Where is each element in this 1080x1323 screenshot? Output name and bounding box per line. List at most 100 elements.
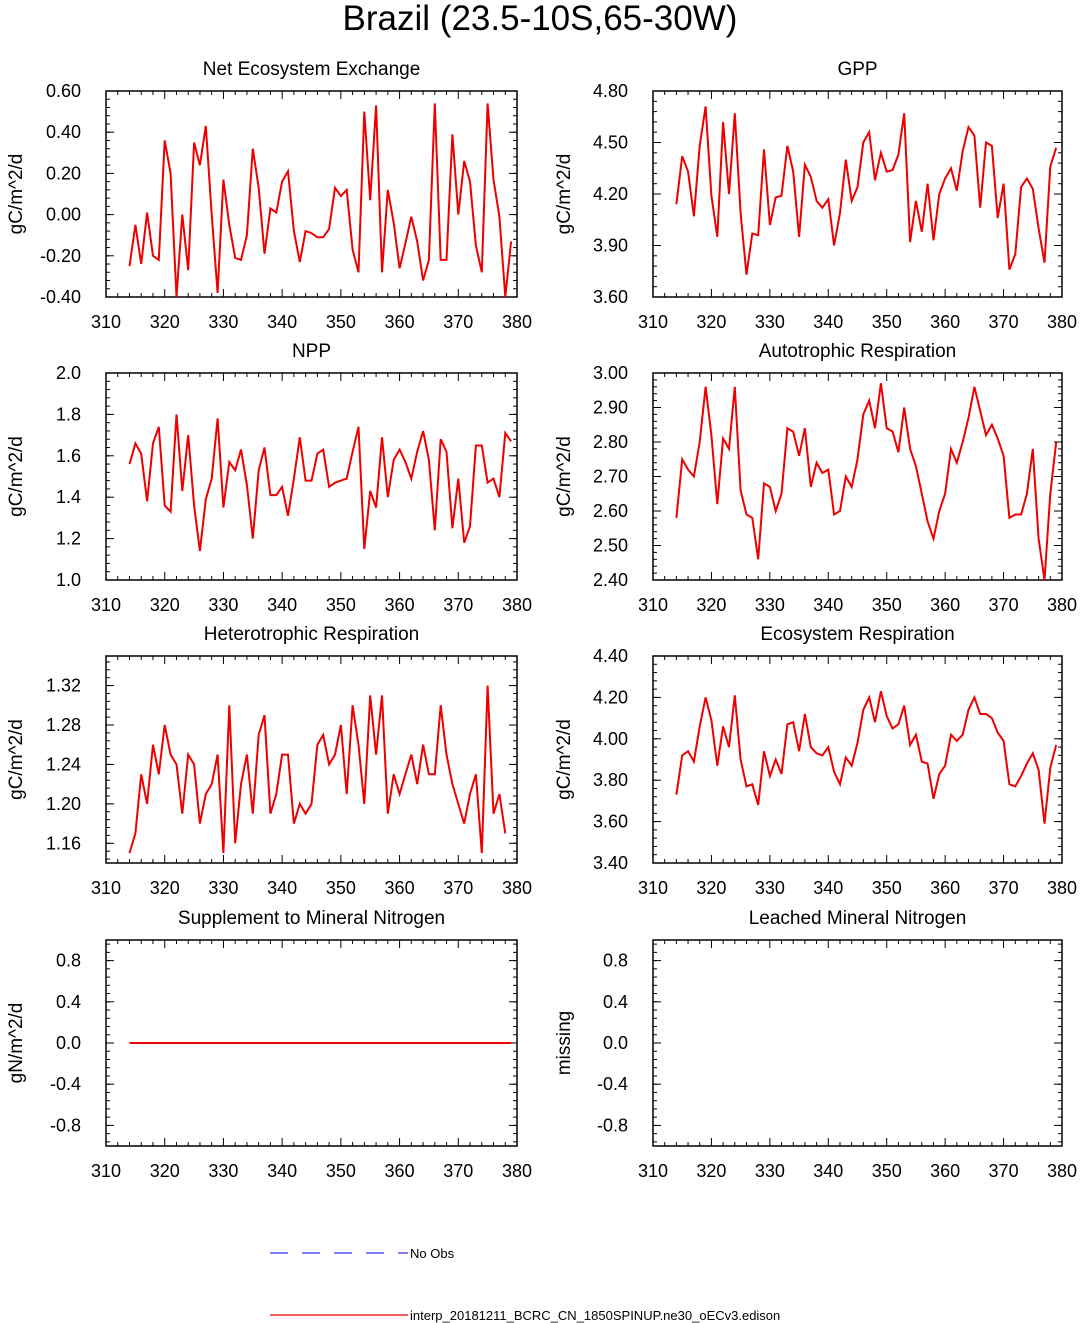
x-tick-label: 320: [696, 595, 726, 615]
x-tick-label: 340: [813, 595, 843, 615]
y-axis-label: gN/m^2/d: [6, 1003, 27, 1084]
x-tick-label: 370: [989, 595, 1019, 615]
x-tick-label: 360: [930, 1161, 960, 1181]
panel-title: Ecosystem Respiration: [760, 624, 954, 645]
y-tick-label: 0.8: [56, 951, 81, 971]
panel-title: Supplement to Mineral Nitrogen: [178, 908, 445, 929]
y-tick-label: 0.0: [56, 1033, 81, 1053]
x-tick-label: 320: [150, 1161, 180, 1181]
x-tick-label: 380: [502, 878, 532, 898]
y-axis-label: gC/m^2/d: [554, 436, 575, 517]
y-tick-label: 0.8: [603, 951, 628, 971]
series-line: [675, 106, 1058, 275]
x-tick-label: 330: [208, 878, 238, 898]
y-tick-label: 4.20: [593, 687, 628, 707]
y-tick-label: -0.8: [597, 1115, 628, 1135]
series-line: [128, 103, 513, 298]
plot-frame: [652, 939, 1063, 1147]
x-tick-label: 360: [385, 1161, 415, 1181]
panel-title: NPP: [292, 341, 331, 362]
panel-leached-mineral-nitrogen: Leached Mineral Nitrogen missing 310 320 330…: [554, 908, 1077, 1181]
x-tick-label: 340: [267, 312, 297, 332]
x-tick-label: 330: [755, 1161, 785, 1181]
x-tick-label: 350: [872, 595, 902, 615]
y-tick-label: 0.20: [46, 163, 81, 183]
x-tick-label: 350: [872, 312, 902, 332]
panel-title: GPP: [837, 59, 877, 80]
plot-frame: [652, 90, 1063, 298]
y-tick-label: 0.40: [46, 122, 81, 142]
y-tick-label: 4.20: [593, 184, 628, 204]
x-tick-label: 380: [1047, 878, 1077, 898]
y-tick-label: -0.20: [40, 246, 81, 266]
x-tick-label: 370: [989, 878, 1019, 898]
x-tick-label: 330: [208, 595, 238, 615]
plot-frame: [652, 655, 1063, 864]
y-tick-label: 1.20: [46, 794, 81, 814]
x-tick-label: 360: [930, 312, 960, 332]
x-tick-label: 330: [755, 312, 785, 332]
panel-autotrophic-respiration: Autotrophic Respiration gC/m^2/d 310 320 330…: [554, 341, 1077, 615]
panel-heterotrophic-respiration: Heterotrophic Respiration gC/m^2/d 310 320 3…: [6, 624, 532, 898]
y-tick-label: 0.0: [603, 1033, 628, 1053]
x-tick-label: 360: [930, 878, 960, 898]
panel-title: Autotrophic Respiration: [759, 341, 957, 362]
x-tick-label: 380: [1047, 595, 1077, 615]
x-tick-label: 340: [813, 1161, 843, 1181]
y-tick-label: 1.8: [56, 404, 81, 424]
x-tick-label: 330: [755, 595, 785, 615]
x-tick-label: 320: [696, 1161, 726, 1181]
y-tick-label: 4.40: [593, 646, 628, 666]
x-tick-label: 310: [91, 1161, 121, 1181]
y-tick-label: -0.40: [40, 287, 81, 307]
y-tick-label: 2.0: [56, 363, 81, 383]
y-tick-label: 1.28: [46, 715, 81, 735]
series-line: [675, 383, 1058, 581]
y-axis-label: gC/m^2/d: [6, 436, 27, 517]
panel-net-ecosystem-exchange: Net Ecosystem Exchange gC/m^2/d 310 320 330 3…: [6, 59, 532, 332]
x-tick-label: 330: [755, 878, 785, 898]
y-tick-label: 1.16: [46, 833, 81, 853]
y-tick-label: 0.60: [46, 81, 81, 101]
y-axis-label: gC/m^2/d: [554, 719, 575, 800]
y-tick-label: 2.90: [593, 398, 628, 418]
x-tick-label: 370: [443, 312, 473, 332]
x-tick-label: 380: [502, 595, 532, 615]
y-tick-label: 2.40: [593, 570, 628, 590]
y-tick-label: 3.80: [593, 770, 628, 790]
x-tick-label: 350: [326, 595, 356, 615]
x-tick-label: 350: [872, 878, 902, 898]
x-tick-label: 310: [638, 1161, 668, 1181]
y-tick-label: 0.4: [56, 992, 81, 1012]
x-tick-label: 350: [326, 1161, 356, 1181]
x-tick-label: 310: [638, 312, 668, 332]
x-tick-label: 340: [813, 312, 843, 332]
panel-title: Net Ecosystem Exchange: [203, 59, 421, 80]
x-tick-label: 380: [1047, 1161, 1077, 1181]
y-tick-label: 3.90: [593, 236, 628, 256]
x-tick-label: 380: [1047, 312, 1077, 332]
x-tick-label: 320: [696, 312, 726, 332]
x-tick-label: 380: [502, 1161, 532, 1181]
series-line: [128, 685, 507, 854]
x-tick-label: 320: [150, 312, 180, 332]
x-tick-label: 360: [385, 595, 415, 615]
plot-frame: [105, 90, 518, 298]
series-line: [675, 690, 1058, 824]
x-tick-label: 330: [208, 312, 238, 332]
plot-frame: [105, 372, 518, 581]
x-tick-label: 310: [638, 595, 668, 615]
y-tick-label: -0.8: [50, 1115, 81, 1135]
x-tick-label: 350: [872, 1161, 902, 1181]
x-tick-label: 380: [502, 312, 532, 332]
panel-title: Heterotrophic Respiration: [204, 624, 419, 645]
y-tick-label: -0.4: [597, 1074, 628, 1094]
y-tick-label: 2.80: [593, 432, 628, 452]
x-tick-label: 370: [443, 595, 473, 615]
panel-npp: NPP gC/m^2/d 310 320 330 340 350 360 370 380 1.0 1.…: [6, 341, 532, 615]
y-tick-label: 2.70: [593, 467, 628, 487]
panel-ecosystem-respiration: Ecosystem Respiration gC/m^2/d 310 320 330 34…: [554, 624, 1077, 898]
y-axis-label: missing: [554, 1011, 575, 1075]
x-tick-label: 320: [696, 878, 726, 898]
